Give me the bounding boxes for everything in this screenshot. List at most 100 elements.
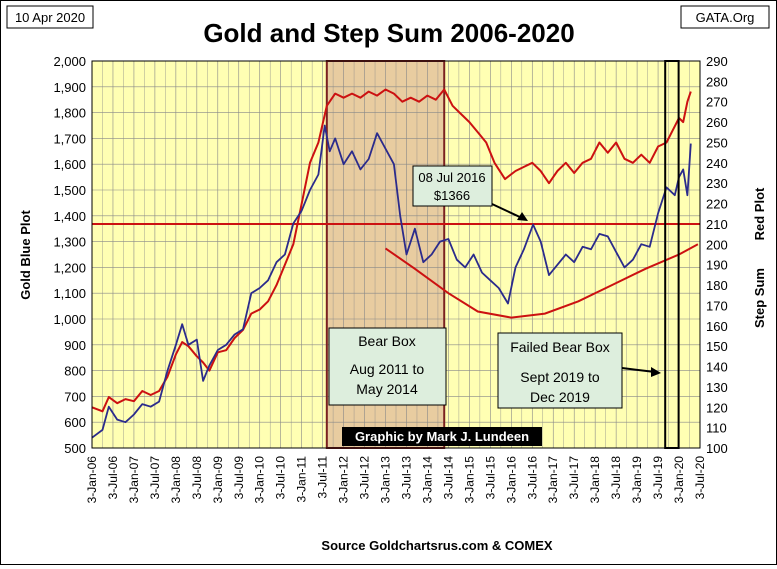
y-tick-left: 1,400 — [53, 209, 86, 224]
x-tick: 3-Jan-06 — [85, 456, 99, 504]
y-axis-left-label: Gold Blue Plot — [18, 210, 33, 300]
x-tick: 3-Jan-20 — [672, 456, 686, 504]
x-tick: 3-Jul-14 — [441, 456, 455, 500]
callout-value: $1366 — [434, 188, 470, 203]
y-tick-left: 1,600 — [53, 157, 86, 172]
x-tick: 3-Jul-08 — [190, 456, 204, 500]
bear-range-line: May 2014 — [356, 381, 418, 397]
x-tick: 3-Jul-18 — [609, 456, 623, 500]
failed-range-line: Sept 2019 to — [520, 369, 600, 385]
x-tick: 3-Jul-20 — [693, 456, 707, 500]
y-tick-right: 160 — [706, 319, 728, 334]
x-tick: 3-Jan-19 — [630, 456, 644, 504]
date-box — [6, 5, 94, 29]
y-axis-right-label-sum: Step Sum — [752, 268, 767, 328]
x-tick: 3-Jan-07 — [127, 456, 141, 504]
x-tick: 3-Jan-16 — [504, 456, 518, 504]
y-tick-left: 900 — [64, 338, 86, 353]
x-tick: 3-Jan-09 — [211, 456, 225, 504]
y-tick-right: 120 — [706, 400, 728, 415]
y-tick-left: 1,000 — [53, 312, 86, 327]
site-label: GATA.Org — [696, 10, 755, 25]
y-tick-right: 260 — [706, 115, 728, 130]
y-tick-right: 210 — [706, 217, 728, 232]
y-tick-right: 280 — [706, 74, 728, 89]
x-axis-ticks: 3-Jan-06 3-Jul-06 3-Jan-07 3-Jul-07 3-Jan-08… — [85, 456, 707, 504]
x-tick: 3-Jul-17 — [567, 456, 581, 500]
y-tick-left: 500 — [64, 441, 86, 456]
x-tick: 3-Jan-18 — [588, 456, 602, 504]
y-tick-right: 250 — [706, 135, 728, 150]
bear-range-line: Aug 2011 to — [350, 361, 425, 377]
x-tick: 3-Jul-11 — [316, 456, 330, 499]
credit-text: Graphic by Mark J. Lundeen — [355, 429, 529, 444]
y-axis-right-label-plot: Red Plot — [752, 187, 767, 240]
y-tick-left: 1,100 — [53, 286, 86, 301]
failed-box-arrowhead — [651, 367, 661, 377]
x-tick: 3-Jul-13 — [399, 456, 413, 500]
callout-arrow — [491, 203, 523, 219]
bear-box-range: Aug 2011 to May 2014 — [350, 361, 425, 397]
y-tick-right: 100 — [706, 441, 728, 456]
callout-box — [412, 165, 493, 207]
y-tick-left: 600 — [64, 415, 86, 430]
x-tick: 3-Jan-17 — [546, 456, 560, 504]
x-tick: 3-Jan-08 — [169, 456, 183, 504]
credit-box — [342, 427, 542, 446]
y-tick-left: 1,300 — [53, 235, 86, 250]
y-tick-right: 240 — [706, 156, 728, 171]
failed-box-annotation — [497, 332, 623, 409]
series-gold-line — [91, 124, 692, 439]
y-axis-left-ticks: 500 600 700 800 900 1,000 1,100 1,200 1,300 1,400… — [53, 54, 86, 456]
failed-box-title: Failed Bear Box — [510, 339, 610, 355]
y-tick-right: 130 — [706, 380, 728, 395]
x-tick: 3-Jul-09 — [232, 456, 246, 500]
failed-box-range: Sept 2019 to Dec 2019 — [520, 369, 600, 405]
y-tick-right: 140 — [706, 360, 728, 375]
y-tick-right: 150 — [706, 339, 728, 354]
plot-border — [91, 60, 701, 449]
x-tick: 3-Jan-12 — [337, 456, 351, 504]
x-tick: 3-Jul-19 — [651, 456, 665, 500]
x-tick: 3-Jul-10 — [274, 456, 288, 500]
y-tick-left: 2,000 — [53, 54, 86, 69]
callout-arrowhead — [517, 212, 528, 221]
site-box — [680, 5, 770, 29]
y-tick-left: 1,500 — [53, 183, 86, 198]
x-tick: 3-Jul-15 — [483, 456, 497, 500]
x-tick: 3-Jul-07 — [148, 456, 162, 500]
y-tick-right: 290 — [706, 54, 728, 69]
bear-box-annotation — [328, 327, 447, 406]
x-tick: 3-Jul-16 — [525, 456, 539, 500]
y-axis-right-ticks: 100 110 120 130 140 150 160 170 180 190 200 210 220 2… — [706, 54, 728, 456]
callout-date: 08 Jul 2016 — [418, 170, 485, 185]
failed-range-line: Dec 2019 — [530, 389, 590, 405]
y-tick-left: 1,900 — [53, 80, 86, 95]
date-label: 10 Apr 2020 — [15, 10, 85, 25]
x-tick: 3-Jan-10 — [253, 456, 267, 504]
y-tick-left: 1,700 — [53, 131, 86, 146]
x-tick: 3-Jul-12 — [358, 456, 372, 500]
y-tick-right: 230 — [706, 176, 728, 191]
x-tick: 3-Jan-14 — [420, 456, 434, 504]
y-tick-right: 110 — [706, 421, 727, 436]
y-tick-right: 200 — [706, 237, 728, 252]
y-tick-right: 220 — [706, 197, 728, 212]
y-tick-right: 170 — [706, 298, 728, 313]
y-tick-right: 180 — [706, 278, 728, 293]
y-tick-left: 1,200 — [53, 260, 86, 275]
y-tick-left: 800 — [64, 364, 86, 379]
x-tick: 3-Jan-13 — [379, 456, 393, 504]
y-tick-left: 700 — [64, 389, 86, 404]
x-tick: 3-Jul-06 — [106, 456, 120, 500]
bear-box-title: Bear Box — [358, 333, 416, 349]
series-step-sum-line — [91, 88, 692, 413]
chart-title: Gold and Step Sum 2006-2020 — [203, 18, 574, 48]
y-tick-right: 190 — [706, 258, 728, 273]
x-tick: 3-Jan-11 — [295, 456, 309, 503]
y-tick-left: 1,800 — [53, 106, 86, 121]
y-tick-right: 270 — [706, 95, 728, 110]
bowl-curve — [384, 243, 699, 319]
